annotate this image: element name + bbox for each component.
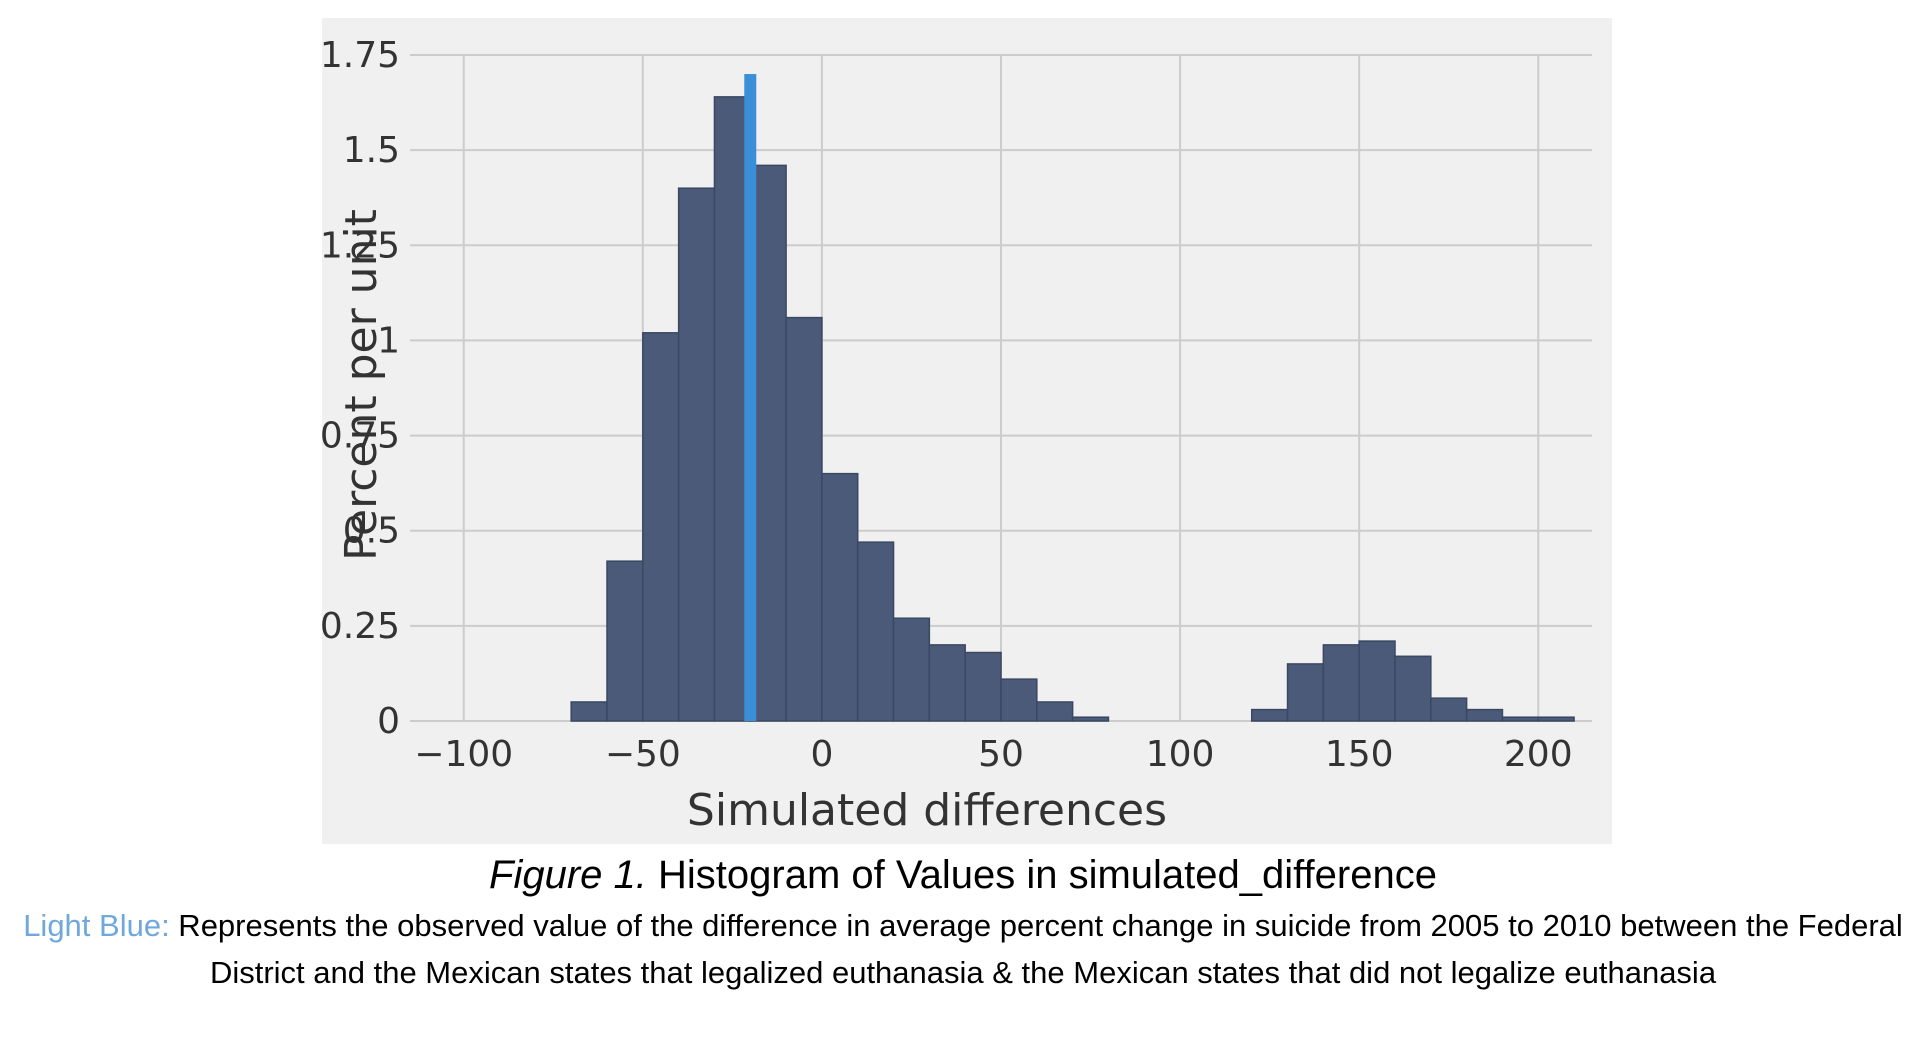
y-tick-label: 0.5	[343, 511, 400, 552]
histogram-bar	[1537, 716, 1575, 722]
figure-caption: Figure 1. Histogram of Values in simulat…	[0, 850, 1926, 996]
histogram-bar	[606, 560, 644, 722]
histogram-bar	[642, 332, 680, 722]
histogram-bar	[1036, 701, 1074, 722]
histogram-bar	[928, 644, 966, 722]
histogram-bar	[892, 617, 931, 722]
x-tick-label: 100	[1146, 734, 1215, 775]
histogram-bar	[570, 701, 608, 722]
x-tick-label: 200	[1504, 734, 1573, 775]
ticks-layer: −100 −50 0 50 100 150 200 0 0.25 0.5 0.75 1 1.25 1.5 1…	[322, 35, 1573, 775]
y-tick-label: 0	[377, 701, 400, 742]
histogram-bar	[1430, 697, 1468, 722]
x-tick-label: 50	[978, 734, 1024, 775]
legend-key: Light Blue:	[23, 908, 170, 943]
y-tick-label: 1.25	[322, 225, 400, 266]
y-tick-label: 0.25	[322, 606, 400, 647]
figure-label: Figure 1.	[489, 853, 647, 897]
histogram-bar	[785, 316, 823, 722]
y-tick-label: 1.5	[343, 130, 400, 171]
histogram-bar	[1394, 655, 1432, 722]
y-tick-label: 1	[377, 320, 400, 361]
histogram-bar	[1286, 663, 1325, 722]
y-axis-title: Percent per unit	[336, 209, 387, 561]
grid-layer	[410, 54, 1592, 722]
histogram-chart: −100 −50 0 50 100 150 200 0 0.25 0.5 0.75 1 1.25 1.5 1…	[322, 35, 1592, 836]
histogram-bar	[1000, 678, 1038, 722]
histogram-bar	[1465, 708, 1504, 722]
histogram-bar	[677, 187, 716, 722]
chart-panel: −100 −50 0 50 100 150 200 0 0.25 0.5 0.75 1 1.25 1.5 1…	[322, 18, 1612, 844]
figure-title: Histogram of Values in simulated_differe…	[646, 853, 1437, 897]
bars-layer	[570, 96, 1575, 722]
histogram-bar	[1322, 644, 1360, 722]
histogram-bar	[821, 472, 859, 722]
histogram-bar	[1358, 640, 1396, 722]
histogram-bar	[1071, 716, 1110, 722]
legend-text: Represents the observed value of the dif…	[169, 908, 1903, 990]
histogram-bar	[964, 651, 1002, 722]
histogram-bar	[1250, 708, 1289, 722]
observed-layer	[744, 74, 757, 722]
x-tick-label: 150	[1325, 734, 1394, 775]
histogram-bar	[856, 541, 895, 722]
histogram-bar	[1501, 716, 1540, 722]
observed-value-line	[744, 74, 757, 722]
caption-description: Light Blue: Represents the observed valu…	[23, 902, 1903, 996]
x-tick-label: 0	[810, 734, 833, 775]
x-axis-title: Simulated differences	[687, 785, 1167, 836]
y-tick-label: 1.75	[322, 35, 400, 76]
x-tick-label: −50	[605, 734, 681, 775]
x-tick-label: −100	[414, 734, 513, 775]
caption-title: Figure 1. Histogram of Values in simulat…	[0, 850, 1926, 900]
y-tick-label: 0.75	[322, 416, 400, 457]
